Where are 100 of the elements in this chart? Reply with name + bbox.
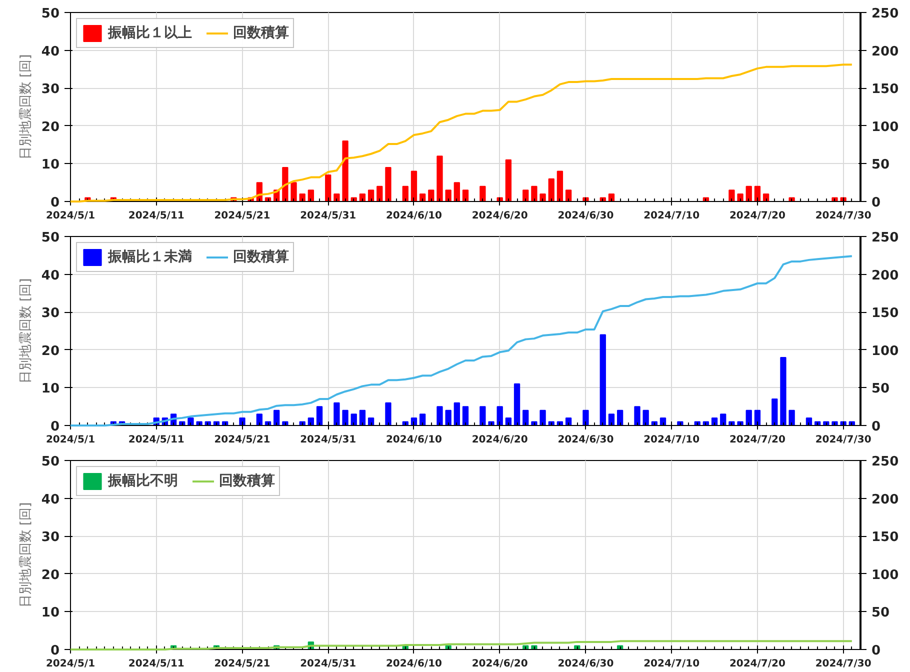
x-tick-label: 2024/7/10 bbox=[644, 434, 700, 446]
y-tick-label: 0 bbox=[50, 420, 60, 434]
bar bbox=[608, 414, 615, 426]
y2-tick-label: 0 bbox=[872, 196, 881, 210]
bar bbox=[436, 156, 443, 202]
bar bbox=[540, 410, 546, 426]
bar bbox=[565, 190, 572, 202]
x-tick-label: 2024/5/31 bbox=[300, 434, 356, 446]
bar bbox=[737, 193, 744, 202]
y-tick-label: 40 bbox=[41, 492, 60, 508]
x-tick-label: 2024/7/10 bbox=[644, 658, 700, 670]
bar bbox=[308, 190, 314, 202]
x-tick-label: 2024/5/21 bbox=[214, 210, 270, 222]
y2-tick-label: 50 bbox=[872, 606, 890, 621]
bar bbox=[531, 421, 538, 426]
y2-tick-label: 50 bbox=[872, 158, 890, 173]
bar bbox=[488, 421, 494, 426]
x-tick-label: 2024/6/30 bbox=[558, 434, 614, 446]
bar bbox=[368, 190, 374, 202]
y2-tick-label: 250 bbox=[872, 6, 899, 22]
y2-tick-label: 200 bbox=[872, 492, 899, 508]
bar bbox=[737, 421, 744, 426]
y-axis-title: 日別地震回数 [回] bbox=[18, 502, 34, 608]
x-tick-label: 2024/5/1 bbox=[46, 210, 96, 222]
y2-tick-label: 0 bbox=[872, 420, 881, 434]
y-axis-title: 日別地震回数 [回] bbox=[18, 54, 34, 160]
bar bbox=[334, 193, 340, 202]
x-tick-label: 2024/5/11 bbox=[128, 658, 184, 670]
y-tick-label: 40 bbox=[41, 268, 60, 284]
y-tick-label: 40 bbox=[41, 44, 60, 60]
legend-label: 振幅比１以上 bbox=[108, 24, 192, 42]
bar bbox=[334, 402, 340, 426]
y-tick-label: 10 bbox=[41, 382, 60, 397]
x-tick-label: 2024/6/30 bbox=[558, 210, 614, 222]
bar bbox=[342, 140, 348, 202]
bar bbox=[282, 166, 288, 202]
legend-label: 回数積算 bbox=[219, 472, 275, 490]
x-tick-label: 2024/7/20 bbox=[729, 434, 786, 446]
legend-label: 振幅比不明 bbox=[108, 472, 178, 490]
bar bbox=[728, 190, 735, 202]
bar bbox=[728, 421, 735, 426]
bar bbox=[239, 417, 246, 426]
bar bbox=[462, 406, 469, 426]
bar bbox=[556, 170, 564, 202]
bar bbox=[290, 182, 297, 202]
bar bbox=[419, 414, 426, 426]
x-tick-label: 2024/7/30 bbox=[815, 434, 872, 446]
x-tick-label: 2024/5/11 bbox=[128, 210, 184, 222]
x-tick-label: 2024/5/21 bbox=[214, 434, 270, 446]
x-tick-label: 2024/6/10 bbox=[386, 210, 442, 222]
y-tick-label: 20 bbox=[41, 344, 60, 359]
bar bbox=[514, 383, 520, 426]
bar bbox=[832, 197, 838, 202]
bar bbox=[196, 421, 202, 426]
y2-tick-label: 200 bbox=[872, 268, 899, 284]
y-tick-label: 30 bbox=[41, 306, 60, 322]
bar bbox=[445, 190, 452, 202]
bar bbox=[531, 186, 538, 202]
y2-tick-label: 100 bbox=[872, 120, 899, 135]
x-tick-label: 2024/7/20 bbox=[729, 658, 786, 670]
bar bbox=[454, 182, 460, 202]
bar bbox=[282, 421, 288, 426]
bar bbox=[522, 190, 529, 202]
x-tick-label: 2024/6/10 bbox=[386, 434, 442, 446]
bar bbox=[496, 406, 503, 426]
x-tick-label: 2024/7/10 bbox=[644, 210, 700, 222]
y-tick-label: 10 bbox=[41, 158, 60, 173]
y-tick-label: 20 bbox=[41, 120, 60, 135]
bar bbox=[480, 186, 486, 202]
y2-tick-label: 100 bbox=[872, 344, 899, 359]
x-tick-label: 2024/5/11 bbox=[128, 434, 184, 446]
y-tick-label: 0 bbox=[50, 644, 60, 658]
bar bbox=[677, 421, 684, 426]
x-tick-label: 2024/6/30 bbox=[558, 658, 614, 670]
bar bbox=[342, 410, 348, 426]
y2-tick-label: 200 bbox=[872, 44, 899, 60]
x-tick-label: 2024/5/1 bbox=[46, 658, 96, 670]
x-tick-label: 2024/6/20 bbox=[472, 434, 528, 446]
bar bbox=[325, 174, 332, 202]
y2-tick-label: 250 bbox=[872, 230, 899, 246]
bar bbox=[274, 410, 280, 426]
y-tick-label: 0 bbox=[50, 196, 60, 210]
bar bbox=[582, 410, 589, 426]
y2-tick-label: 150 bbox=[872, 306, 899, 322]
y-tick-label: 50 bbox=[41, 230, 60, 246]
y2-tick-label: 250 bbox=[872, 454, 899, 470]
bar bbox=[359, 410, 366, 426]
bar bbox=[540, 193, 546, 202]
bar bbox=[188, 417, 194, 426]
y-tick-label: 30 bbox=[41, 530, 60, 546]
bar bbox=[788, 197, 795, 202]
bar bbox=[436, 406, 443, 426]
bar bbox=[522, 410, 529, 426]
y2-tick-label: 100 bbox=[872, 568, 899, 583]
y-tick-label: 10 bbox=[41, 606, 60, 621]
bar bbox=[480, 406, 486, 426]
x-tick-label: 2024/6/10 bbox=[386, 658, 442, 670]
x-tick-label: 2024/5/31 bbox=[300, 210, 356, 222]
bar bbox=[445, 410, 452, 426]
y2-tick-label: 150 bbox=[872, 530, 899, 546]
